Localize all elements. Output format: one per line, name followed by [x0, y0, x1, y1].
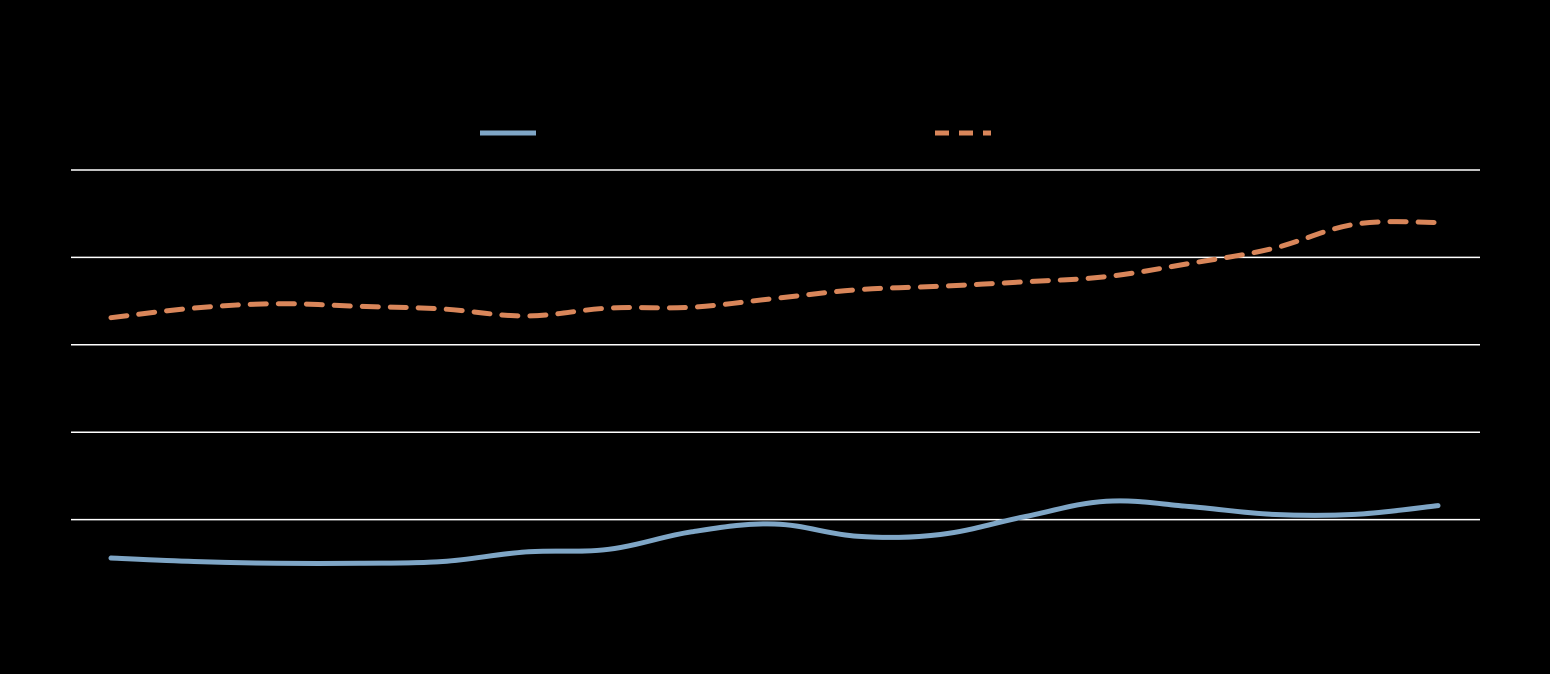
gridlines [71, 169, 1480, 521]
series_2-line [108, 219, 1441, 321]
series-lines [108, 219, 1441, 567]
series_1-line [108, 498, 1441, 567]
